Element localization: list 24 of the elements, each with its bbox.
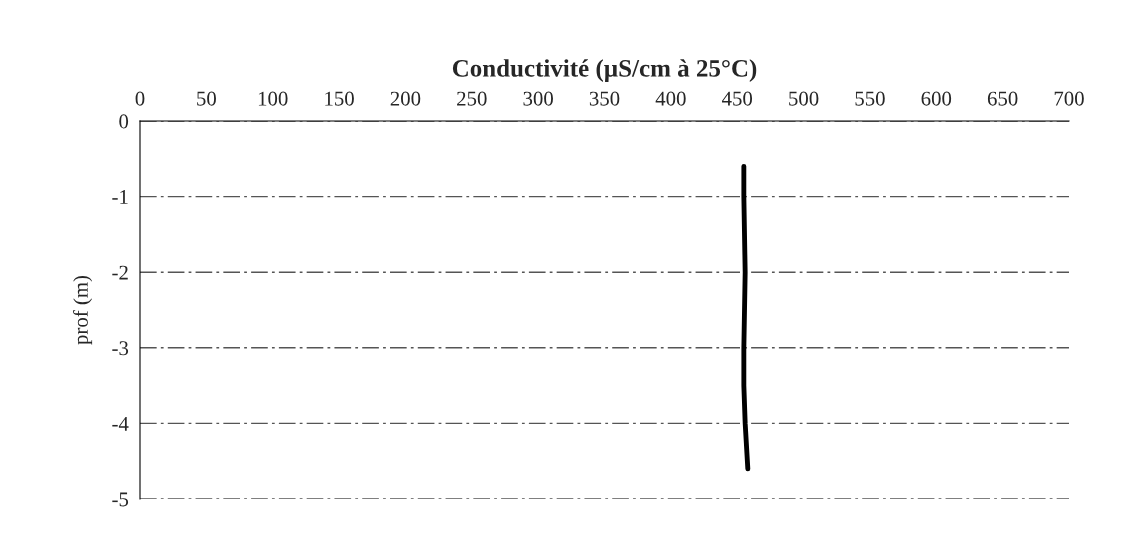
line-series <box>741 163 751 472</box>
x-tick-label: 100 <box>258 91 288 106</box>
x-tick-label: 550 <box>855 91 885 106</box>
x-tick-label: 0 <box>135 91 145 106</box>
x-tick-label: 150 <box>325 91 354 106</box>
x-tick-label: 350 <box>589 91 620 106</box>
y-tick-label: -3 <box>112 341 129 356</box>
x-tick-label: 200 <box>390 91 421 106</box>
x-tick-label: 450 <box>722 91 753 106</box>
x-tick-label: 650 <box>987 91 1018 106</box>
x-tick-label: 300 <box>523 91 553 106</box>
y-tick-label: -4 <box>112 416 129 431</box>
x-tick-label: 50 <box>197 91 216 106</box>
x-tick-label: 500 <box>789 91 819 106</box>
x-tick-label: 700 <box>1054 91 1084 106</box>
y-tick-label: -5 <box>112 492 129 507</box>
x-tick-label: 250 <box>457 91 487 106</box>
y-tick-label: 0 <box>119 114 129 129</box>
y-tick-label: -2 <box>112 265 128 280</box>
y-tick-label: -1 <box>112 190 128 204</box>
x-tick-label: 600 <box>921 91 952 106</box>
chart-title: Conductivité (µS/cm à 25°C) <box>452 59 757 82</box>
x-tick-label: 400 <box>655 91 686 106</box>
y-axis-title: prof (m) <box>72 275 93 345</box>
